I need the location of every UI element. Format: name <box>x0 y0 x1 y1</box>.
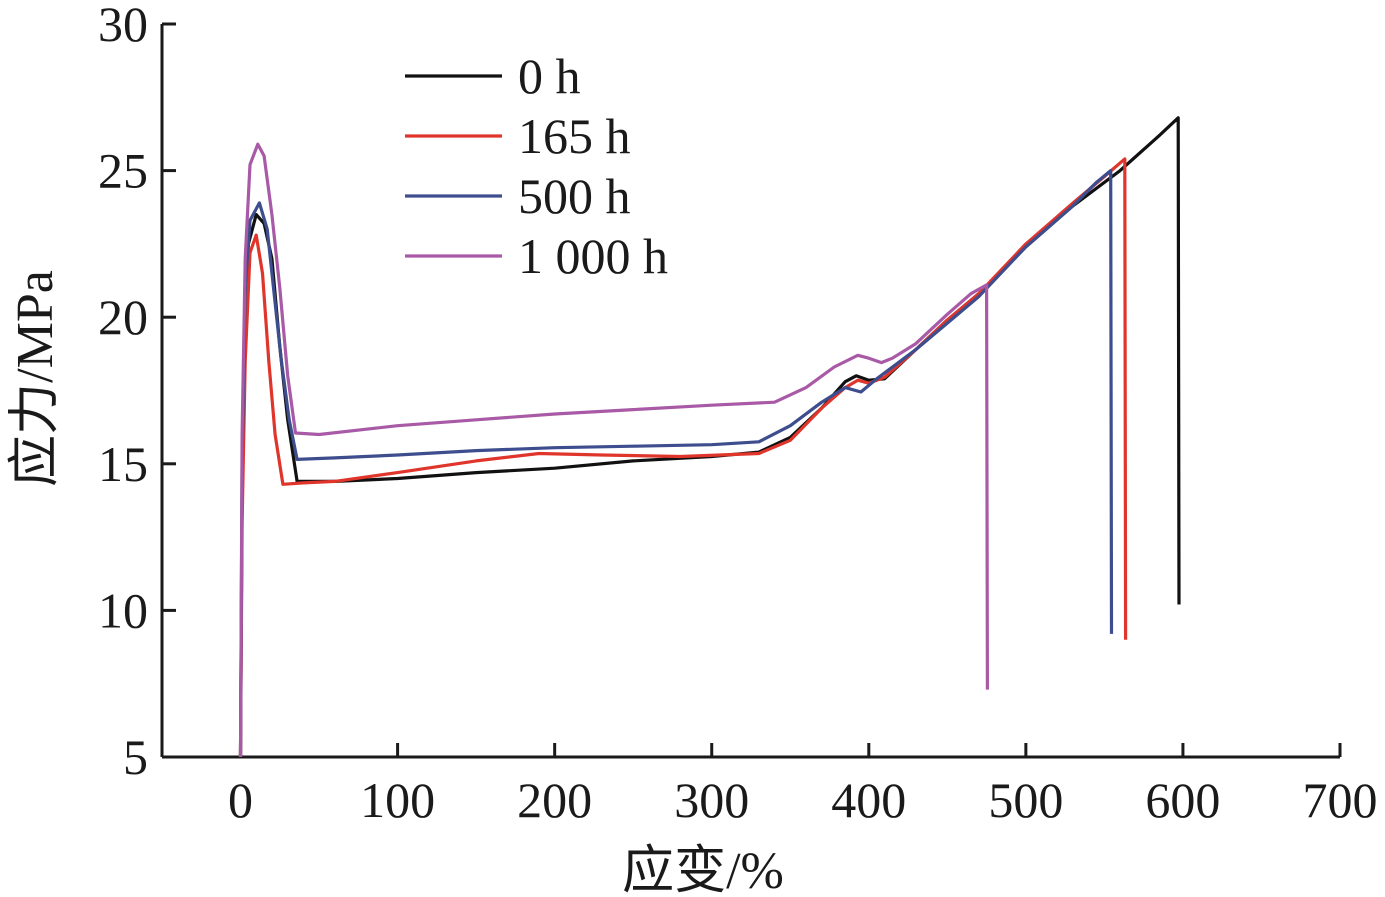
x-tick-label: 600 <box>1145 772 1220 828</box>
x-tick-label: 500 <box>988 772 1063 828</box>
legend-label-3: 1 000 h <box>518 228 668 284</box>
x-tick-label: 0 <box>228 772 253 828</box>
legend-label-0: 0 h <box>518 48 581 104</box>
series-line-3 <box>238 142 989 758</box>
x-tick-label: 200 <box>517 772 592 828</box>
y-tick-label: 30 <box>98 0 148 52</box>
y-tick-label: 5 <box>123 729 148 785</box>
y-tick-label: 25 <box>98 143 148 199</box>
x-axis-title: 应变/% <box>622 843 784 897</box>
y-axis-title: 应力/MPa <box>7 270 64 487</box>
y-ticks: 5 10 15 20 25 30 <box>98 0 176 785</box>
y-tick-label: 10 <box>98 582 148 638</box>
x-ticks: 0 100 200 300 400 500 600 700 <box>228 743 1378 828</box>
x-tick-label: 400 <box>831 772 906 828</box>
series-line-2 <box>238 169 1114 758</box>
series-line-1 <box>238 157 1128 758</box>
y-tick-label: 20 <box>98 289 148 345</box>
y-tick-label: 15 <box>98 436 148 492</box>
x-tick-label: 300 <box>674 772 749 828</box>
legend-label-2: 500 h <box>518 168 631 224</box>
x-tick-label: 100 <box>360 772 435 828</box>
series-lines <box>238 116 1181 758</box>
series-line-0 <box>238 116 1181 758</box>
x-tick-label: 700 <box>1303 772 1378 828</box>
legend-label-1: 165 h <box>518 108 631 164</box>
axes: 0 100 200 300 400 500 600 700 5 10 15 20 25 30 <box>98 0 1378 828</box>
